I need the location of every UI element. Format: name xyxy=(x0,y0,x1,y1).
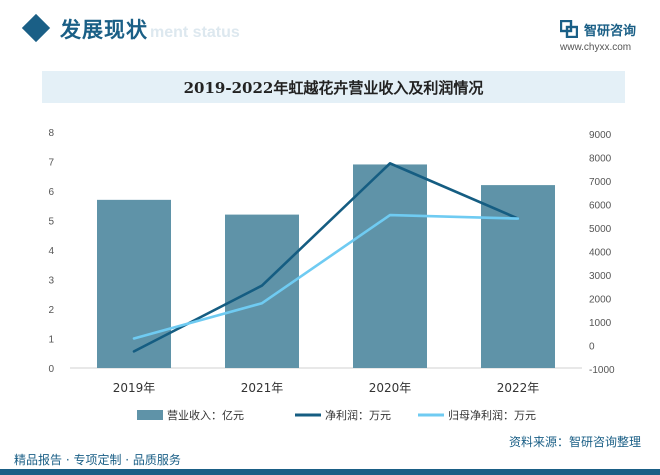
brand: 智研咨询 www.chyxx.com xyxy=(560,20,656,54)
y-right-tick-label: -1000 xyxy=(589,365,615,376)
footer-slogan: 精品报告 · 专项定制 · 品质服务 xyxy=(14,453,181,467)
bar xyxy=(353,164,427,368)
y-left-tick-label: 1 xyxy=(48,335,54,346)
series-line xyxy=(132,162,520,353)
y-left-tick-label: 3 xyxy=(48,276,54,287)
y-right-tick-label: 3000 xyxy=(589,271,612,282)
y-left-tick-label: 2 xyxy=(48,305,54,316)
y-right-tick-label: 0 xyxy=(589,342,595,353)
bar xyxy=(97,199,171,368)
y-left-tick-label: 6 xyxy=(48,187,54,198)
brand-url: www.chyxx.com xyxy=(560,42,632,53)
y-left-tick-label: 7 xyxy=(48,158,54,169)
brand-name: 智研咨询 xyxy=(584,24,637,39)
chart: 0 1 2 3 4 5 6 7 8 -1000 0 1000 2000 3000 4000 5000 6000 7… xyxy=(48,128,615,422)
y-right-tick-label: 2000 xyxy=(589,295,612,306)
x-tick-label: 2021年 xyxy=(241,381,284,395)
y-left-tick-label: 4 xyxy=(48,246,54,257)
series-line xyxy=(132,213,520,340)
chart-title: 2019-2022年虹越花卉营业收入及利润情况 xyxy=(183,79,484,97)
legend-label: 净利润：万元 xyxy=(325,408,391,422)
y-left-tick-label: 0 xyxy=(48,364,54,375)
bar xyxy=(481,185,555,368)
section-subtitle-ghost: ment status xyxy=(150,24,240,41)
y-left-tick-label: 5 xyxy=(48,217,54,228)
footer-bar xyxy=(0,469,660,475)
legend-label: 营业收入：亿元 xyxy=(167,408,244,422)
y-right-tick-label: 6000 xyxy=(589,201,612,212)
chart-title-band: 2019-2022年虹越花卉营业收入及利润情况 xyxy=(42,71,625,103)
x-tick-label: 2019年 xyxy=(113,381,156,395)
y-right-tick-label: 4000 xyxy=(589,248,612,259)
source-note: 资料来源：智研咨询整理 xyxy=(509,435,642,449)
brand-logo-icon xyxy=(560,20,578,38)
header: ment status 发展现状 智研咨询 www.chyxx.com xyxy=(0,0,660,62)
diamond-icon xyxy=(21,13,51,43)
y-right-tick-label: 5000 xyxy=(589,224,612,235)
legend-label: 归母净利润：万元 xyxy=(448,408,536,422)
x-tick-label: 2020年 xyxy=(369,381,412,395)
y-right-tick-label: 1000 xyxy=(589,318,612,329)
y-right-tick-label: 9000 xyxy=(589,130,612,141)
y-left-tick-label: 8 xyxy=(48,128,54,139)
bar xyxy=(225,214,299,368)
x-tick-label: 2022年 xyxy=(497,381,540,395)
legend-swatch xyxy=(137,410,163,420)
section-title: 发展现状 xyxy=(60,18,148,42)
y-right-tick-label: 7000 xyxy=(589,177,612,188)
y-right-tick-label: 8000 xyxy=(589,154,612,165)
